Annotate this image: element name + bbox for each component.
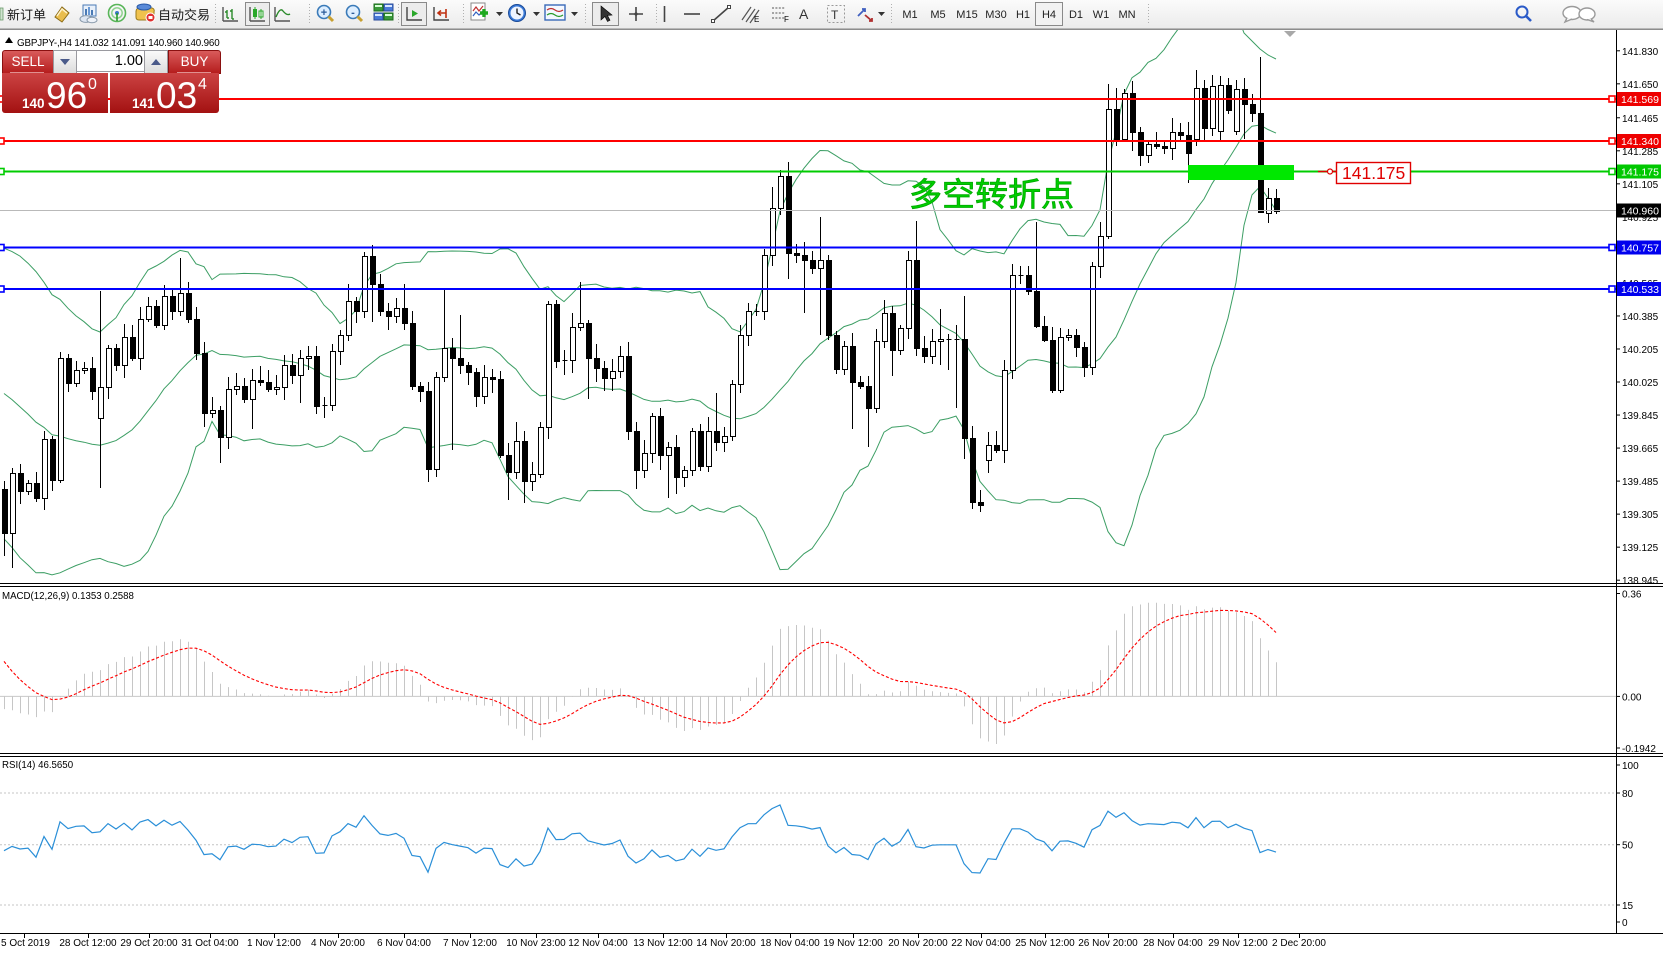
svg-text:140.025: 140.025 [1622,378,1659,389]
svg-text:7 Nov 12:00: 7 Nov 12:00 [443,938,497,949]
svg-text:140.960: 140.960 [1621,206,1659,218]
svg-text:138.945: 138.945 [1622,576,1659,587]
svg-text:50: 50 [1622,841,1634,852]
svg-text:141.285: 141.285 [1622,147,1659,158]
svg-text:0: 0 [1622,918,1628,929]
svg-text:H1: H1 [1016,9,1030,21]
svg-text:MN: MN [1118,9,1135,21]
svg-text:M15: M15 [956,9,977,21]
svg-text:0.36: 0.36 [1622,590,1642,601]
svg-text:141.175: 141.175 [1621,167,1659,179]
svg-text:14 Nov 20:00: 14 Nov 20:00 [696,938,756,949]
svg-text:2 Dec 20:00: 2 Dec 20:00 [1272,938,1326,949]
svg-text:-0.1942: -0.1942 [1622,744,1656,755]
svg-text:140.757: 140.757 [1621,243,1659,255]
svg-text:D1: D1 [1069,9,1083,21]
svg-text:141.569: 141.569 [1621,94,1659,106]
svg-text:25 Nov 12:00: 25 Nov 12:00 [1015,938,1075,949]
svg-text:RSI(14) 46.5650: RSI(14) 46.5650 [2,760,74,771]
svg-text:139.485: 139.485 [1622,477,1659,488]
svg-text:E: E [754,15,759,24]
svg-text:141.465: 141.465 [1622,114,1659,125]
svg-text:22 Nov 04:00: 22 Nov 04:00 [951,938,1011,949]
svg-text:141.105: 141.105 [1622,180,1659,191]
svg-text:141.175: 141.175 [1342,163,1405,183]
svg-text:H4: H4 [1042,9,1056,21]
svg-text:5 Oct 2019: 5 Oct 2019 [1,938,50,949]
svg-text:W1: W1 [1093,9,1110,21]
svg-text:18 Nov 04:00: 18 Nov 04:00 [760,938,820,949]
svg-text:MACD(12,26,9) 0.1353 0.2588: MACD(12,26,9) 0.1353 0.2588 [2,591,134,602]
svg-text:140.385: 140.385 [1622,312,1659,323]
svg-text:19 Nov 12:00: 19 Nov 12:00 [823,938,883,949]
svg-text:31 Oct 04:00: 31 Oct 04:00 [181,938,239,949]
svg-text:0.00: 0.00 [1622,692,1642,703]
svg-text:100: 100 [1622,761,1639,772]
svg-text:28 Nov 04:00: 28 Nov 04:00 [1143,938,1203,949]
svg-text:15: 15 [1622,901,1634,912]
svg-text:10 Nov 23:00: 10 Nov 23:00 [506,938,566,949]
svg-text:12 Nov 04:00: 12 Nov 04:00 [568,938,628,949]
svg-text:GBPJPY-,H4 141.032 141.091 14: GBPJPY-,H4 141.032 141.091 140.960 140.9… [17,38,220,49]
svg-text:140.533: 140.533 [1621,284,1659,296]
svg-text:T: T [831,8,839,22]
svg-text:80: 80 [1622,789,1634,800]
svg-text:139.305: 139.305 [1622,510,1659,521]
svg-text:13 Nov 12:00: 13 Nov 12:00 [633,938,693,949]
svg-text:139.845: 139.845 [1622,411,1659,422]
svg-text:26 Nov 20:00: 26 Nov 20:00 [1078,938,1138,949]
svg-text:A: A [799,6,809,22]
svg-text:20 Nov 20:00: 20 Nov 20:00 [888,938,948,949]
svg-text:29 Nov 12:00: 29 Nov 12:00 [1208,938,1268,949]
svg-text:141.650: 141.650 [1622,80,1659,91]
svg-text:28 Oct 12:00: 28 Oct 12:00 [59,938,117,949]
svg-text:-: - [351,7,355,19]
svg-text:141.830: 141.830 [1622,47,1659,58]
svg-text:+: + [321,7,327,19]
svg-text:1 Nov 12:00: 1 Nov 12:00 [247,938,301,949]
svg-text:141.340: 141.340 [1621,136,1659,148]
svg-text:140.205: 140.205 [1622,345,1659,356]
svg-text:4 Nov 20:00: 4 Nov 20:00 [311,938,365,949]
svg-text:140.925: 140.925 [1622,213,1659,224]
svg-text:F: F [784,15,789,24]
svg-text:M1: M1 [902,9,917,21]
svg-text:139.125: 139.125 [1622,543,1659,554]
svg-text:6 Nov 04:00: 6 Nov 04:00 [377,938,431,949]
svg-text:139.665: 139.665 [1622,444,1659,455]
svg-text:M5: M5 [930,9,945,21]
svg-text:M30: M30 [985,9,1006,21]
svg-text:29 Oct 20:00: 29 Oct 20:00 [120,938,178,949]
